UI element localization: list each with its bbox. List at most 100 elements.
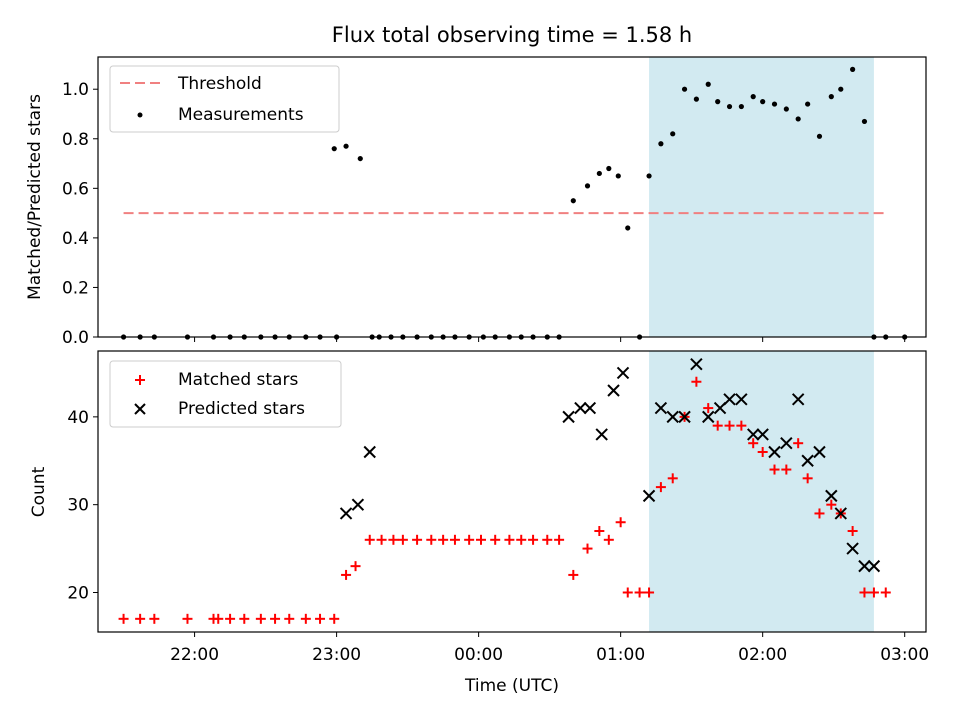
- predicted-star-point: [574, 401, 587, 415]
- predicted-star-point: [846, 542, 859, 555]
- predicted-star-point: [735, 393, 748, 406]
- matched-star-point: [802, 473, 813, 484]
- top-y-tick-label: 0.2: [62, 278, 89, 298]
- top-legend: Threshold Measurements: [109, 65, 340, 133]
- matched-star-point: [667, 473, 678, 484]
- predicted-star-point: [702, 410, 715, 424]
- matched-star-point: [449, 534, 460, 545]
- matched-star-point: [603, 534, 614, 545]
- bottom-legend: Matched stars Predicted stars: [109, 360, 342, 428]
- x-tick-label: 00:00: [454, 645, 503, 665]
- matched-star-point: [426, 534, 437, 545]
- top-panel: 0.0 0.2 0.4 0.6 0.8 1.0 Matched/Predicted sta…: [25, 56, 927, 348]
- matched-star-point: [691, 376, 702, 387]
- predicted-star-point: [801, 454, 814, 467]
- predicted-star-point: [867, 559, 881, 573]
- bottom-legend-box: [109, 360, 342, 428]
- predicted-star-point: [825, 489, 838, 503]
- top-y-axis-label: Matched/Predicted stars: [25, 94, 45, 300]
- matched-star-point: [757, 446, 768, 457]
- predicted-star-point: [351, 498, 365, 511]
- matched-star-point: [814, 508, 825, 519]
- measurement-point: [681, 86, 688, 92]
- top-y-tick-label: 0.6: [62, 179, 89, 199]
- matched-star-point: [826, 499, 837, 510]
- matched-star-point: [528, 534, 539, 545]
- matched-star-point: [655, 482, 666, 493]
- predicted-star-point: [363, 445, 376, 459]
- predicted-star-point: [654, 401, 668, 415]
- matched-star-point: [724, 420, 735, 431]
- top-y-tick-label: 0.8: [62, 130, 89, 150]
- measurement-point: [596, 170, 602, 177]
- x-tick-label: 22:00: [170, 645, 219, 665]
- top-y-tick-label: 1.0: [62, 80, 89, 100]
- legend-measurements-label: Measurements: [178, 105, 304, 125]
- predicted-star-point: [834, 507, 847, 520]
- legend-threshold-label: Threshold: [177, 74, 262, 94]
- matched-star-point: [118, 613, 129, 624]
- chart-title: Flux total observing time = 1.58 h: [332, 23, 692, 47]
- measurement-point: [606, 165, 612, 172]
- matched-star-point: [239, 613, 250, 624]
- measurement-point: [838, 86, 844, 92]
- predicted-stars-points: [339, 357, 881, 573]
- measurement-point: [783, 106, 789, 112]
- bottom-y-tick-label: 20: [67, 583, 89, 603]
- matched-star-point: [769, 464, 780, 475]
- matched-star-point: [634, 587, 645, 598]
- predicted-star-point: [562, 410, 575, 424]
- top-axes-frame: [97, 56, 927, 338]
- measurement-point: [861, 118, 868, 125]
- top-x-ticks: [194, 337, 906, 342]
- legend-matched-swatch: [135, 375, 145, 385]
- legend-predicted-label: Predicted stars: [178, 399, 305, 419]
- matched-star-point: [350, 561, 361, 572]
- matched-star-point: [847, 526, 858, 537]
- matched-star-point: [880, 587, 891, 598]
- matched-star-point: [712, 420, 723, 431]
- matched-star-point: [615, 517, 626, 528]
- x-tick-label: 02:00: [738, 645, 787, 665]
- matched-star-point: [736, 420, 747, 431]
- x-tick-label: 01:00: [596, 645, 645, 665]
- legend-measurements-swatch: [137, 112, 143, 118]
- matched-star-point: [412, 534, 423, 545]
- measurement-point: [570, 198, 576, 204]
- measurement-point: [584, 183, 591, 189]
- predicted-star-point: [666, 410, 679, 424]
- bottom-y-ticks: 20 30 40: [67, 408, 98, 603]
- matched-star-point: [149, 613, 160, 624]
- predicted-star-point: [813, 445, 826, 459]
- measurement-point: [658, 141, 664, 147]
- matched-star-point: [388, 534, 399, 545]
- measurement-point: [625, 225, 631, 231]
- predicted-star-point: [768, 445, 781, 459]
- matched-star-point: [622, 587, 633, 598]
- measurement-point: [715, 99, 721, 105]
- matched-star-point: [438, 534, 449, 545]
- predicted-star-point: [858, 559, 871, 573]
- predicted-star-point: [791, 393, 805, 406]
- matched-star-point: [255, 613, 266, 624]
- top-y-ticks: 0.0 0.2 0.4 0.6 0.8 1.0: [62, 80, 98, 348]
- matched-star-point: [516, 534, 527, 545]
- matched-star-point: [748, 438, 759, 449]
- measurement-point: [750, 94, 756, 100]
- matched-star-point: [464, 534, 475, 545]
- bottom-y-axis-label: Count: [29, 466, 49, 517]
- matched-star-point: [376, 534, 387, 545]
- predicted-star-point: [595, 428, 608, 441]
- matched-star-point: [315, 613, 326, 624]
- measurement-point: [805, 101, 811, 107]
- top-y-tick-label: 0.4: [62, 229, 89, 249]
- matched-star-point: [868, 587, 879, 598]
- matched-star-point: [213, 613, 224, 624]
- measurement-point: [828, 94, 834, 100]
- top-y-tick-label: 0.0: [62, 328, 89, 348]
- predicted-star-point: [642, 489, 656, 503]
- measurement-point: [343, 143, 349, 149]
- predicted-star-point: [723, 393, 736, 406]
- matched-star-point: [644, 587, 655, 598]
- matched-stars-points: [118, 376, 891, 624]
